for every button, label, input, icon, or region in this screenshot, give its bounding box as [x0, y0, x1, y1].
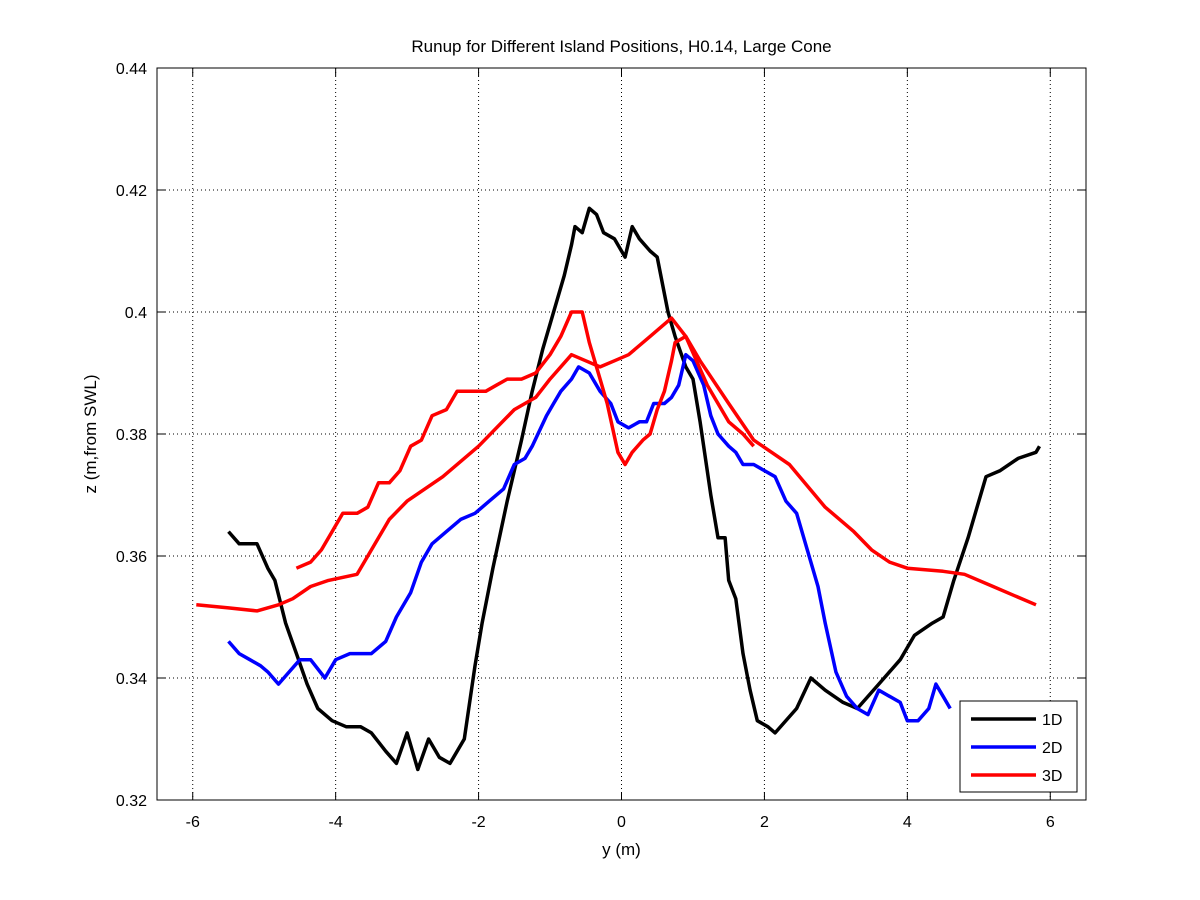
y-tick-label: 0.4: [125, 305, 147, 322]
y-tick-label: 0.38: [116, 427, 147, 444]
x-tick-label: 4: [903, 814, 912, 831]
x-tick-label: 0: [617, 814, 626, 831]
x-tick-label: -2: [471, 814, 485, 831]
x-axis-title: y (m): [602, 840, 641, 859]
series-lines: [196, 206, 1042, 772]
y-tick-label: 0.42: [116, 183, 147, 200]
y-axis-title: z (m,from SWL): [81, 375, 100, 494]
x-tick-labels: -6 -4 -2 0 2 4 6: [186, 814, 1055, 831]
series-line-3d-3: [196, 316, 1037, 613]
x-tick-label: -4: [329, 814, 343, 831]
series-line-3d-2: [295, 310, 756, 570]
legend: 1D 2D 3D: [959, 700, 1078, 793]
legend-label-2d: 2D: [1042, 740, 1062, 757]
y-tick-label: 0.44: [116, 61, 147, 78]
y-tick-label: 0.32: [116, 793, 147, 810]
series-line-2d-1: [227, 352, 952, 723]
y-tick-labels: 0.32 0.34 0.36 0.38 0.4 0.42 0.44: [116, 61, 147, 810]
chart-title: Runup for Different Island Positions, H0…: [411, 37, 831, 56]
y-tick-label: 0.36: [116, 549, 147, 566]
axis-ticks: [157, 67, 1086, 801]
x-tick-label: -6: [186, 814, 200, 831]
legend-label-1d: 1D: [1042, 712, 1062, 729]
y-tick-label: 0.34: [116, 671, 147, 688]
legend-items: 1D 2D 3D: [971, 712, 1062, 785]
series-line-1d-0: [227, 206, 1042, 772]
x-tick-label: 2: [760, 814, 769, 831]
x-tick-label: 6: [1046, 814, 1055, 831]
grid-lines: [157, 67, 1086, 801]
legend-label-3d: 3D: [1042, 768, 1062, 785]
